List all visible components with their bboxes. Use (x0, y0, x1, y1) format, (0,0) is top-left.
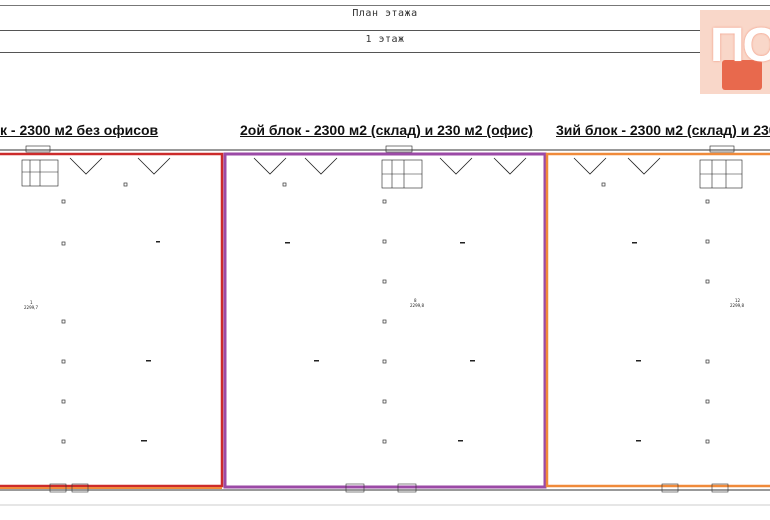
block-3-outline (545, 152, 770, 488)
logo-mark-icon (722, 60, 762, 90)
dashes-block-1 (141, 241, 160, 442)
dashes-block-2 (285, 242, 475, 442)
logo-text: ПО (710, 19, 770, 72)
room-12-number: 12 (735, 298, 741, 303)
block-1-title: к - 2300 м2 без офисов (0, 122, 159, 138)
block-2-title: 2ой блок - 2300 м2 (склад) и 230 м2 (офи… (240, 122, 533, 138)
office-cluster-block-3 (699, 145, 743, 189)
room-1-number: 1 (30, 300, 33, 305)
office-cluster-block-2 (381, 145, 423, 189)
roof-trusses-block-2 (253, 157, 527, 175)
block-3-title: 3ий блок - 2300 м2 (склад) и 230 (556, 122, 770, 138)
block-1-outline (0, 152, 224, 488)
dashes-block-3 (632, 242, 641, 442)
columns-block-1 (61, 182, 128, 444)
room-1-area: 2299,7 (24, 305, 38, 310)
block-2-outline (223, 152, 547, 489)
roof-trusses-block-3 (573, 157, 661, 175)
floor-label: 1 этаж (365, 34, 405, 45)
columns-block-2 (282, 182, 387, 444)
company-logo: ПО (700, 10, 770, 94)
bottom-gates (49, 483, 729, 493)
header-bottom-line (0, 52, 770, 53)
columns-block-3 (601, 182, 710, 444)
header-divider (0, 30, 770, 31)
header-top-line (0, 4, 770, 6)
roof-trusses-block-1 (69, 157, 171, 175)
room-12-area: 2299,8 (730, 303, 744, 308)
room-8-area: 2299,8 (410, 303, 424, 308)
plan-title: План этажа (352, 8, 418, 19)
office-cluster-block-1 (21, 145, 59, 187)
room-8-number: 8 (414, 298, 417, 303)
